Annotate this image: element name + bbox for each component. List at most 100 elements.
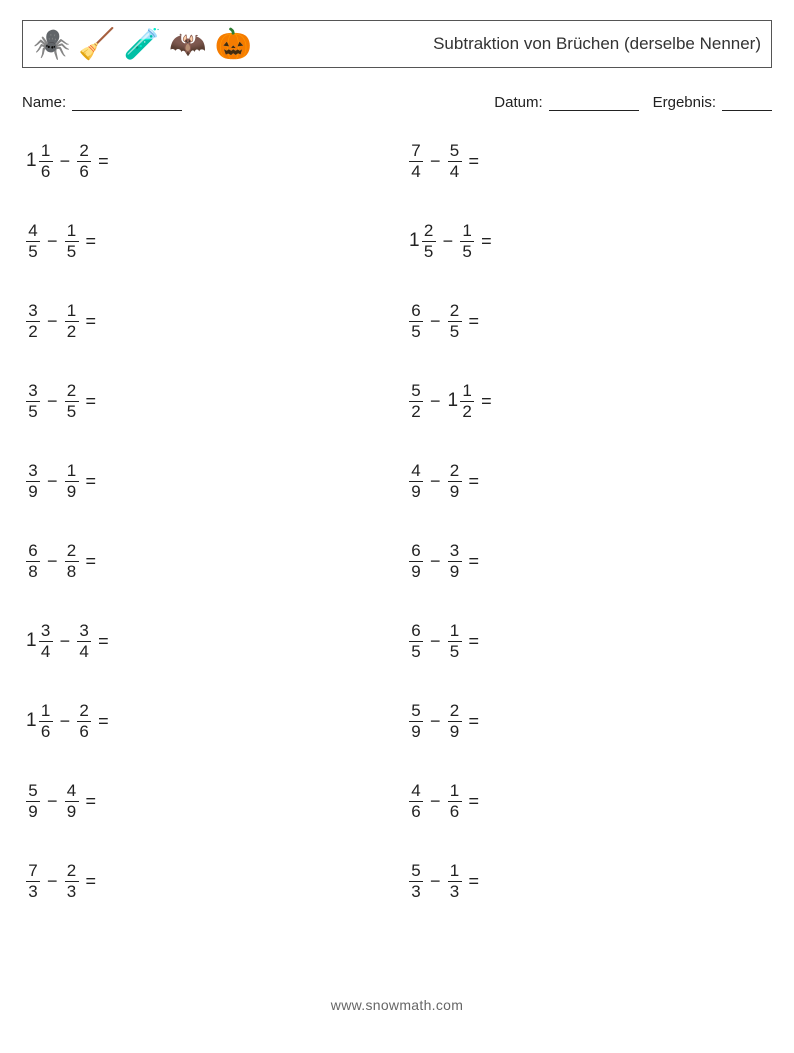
denominator: 9 [410, 723, 421, 741]
numerator: 6 [410, 542, 421, 560]
denominator: 9 [410, 563, 421, 581]
denominator: 6 [449, 803, 460, 821]
equals-sign: = [86, 791, 97, 812]
numerator: 1 [40, 142, 51, 160]
numerator: 5 [410, 702, 421, 720]
problem: 53−13= [409, 859, 772, 903]
page-title: Subtraktion von Brüchen (derselbe Nenner… [433, 34, 761, 54]
problem: 74−54= [409, 139, 772, 183]
problem: 59−29= [409, 699, 772, 743]
equals-sign: = [86, 471, 97, 492]
numerator: 5 [410, 382, 421, 400]
denominator: 5 [461, 243, 472, 261]
denominator: 2 [410, 403, 421, 421]
minus-operator: − [60, 711, 71, 732]
problem: 59−49= [26, 779, 389, 823]
fraction: 19 [65, 462, 79, 501]
result-field: Ergebnis: [653, 94, 772, 111]
numerator: 2 [66, 382, 77, 400]
fraction: 39 [26, 462, 40, 501]
problem: 125−15= [409, 219, 772, 263]
numerator: 2 [78, 142, 89, 160]
spider-icon: 🕷️ [33, 27, 70, 62]
problem: 65−15= [409, 619, 772, 663]
minus-operator: − [60, 151, 71, 172]
numerator: 2 [449, 702, 460, 720]
name-blank[interactable] [72, 96, 182, 111]
problem: 46−16= [409, 779, 772, 823]
denominator: 2 [461, 403, 472, 421]
result-blank[interactable] [722, 96, 772, 111]
fraction: 54 [448, 142, 462, 181]
fraction: 23 [65, 862, 79, 901]
equals-sign: = [469, 151, 480, 172]
minus-operator: − [430, 711, 441, 732]
problem: 35−25= [26, 379, 389, 423]
equals-sign: = [86, 871, 97, 892]
equals-sign: = [469, 871, 480, 892]
minus-operator: − [47, 231, 58, 252]
minus-operator: − [430, 311, 441, 332]
numerator: 6 [410, 302, 421, 320]
fraction: 35 [26, 382, 40, 421]
denominator: 3 [27, 883, 38, 901]
fraction: 16 [448, 782, 462, 821]
fraction: 16 [39, 702, 53, 741]
problem: 116−26= [26, 699, 389, 743]
fraction: 65 [409, 302, 423, 341]
denominator: 8 [66, 563, 77, 581]
denominator: 5 [410, 323, 421, 341]
whole-number: 1 [26, 150, 37, 172]
equals-sign: = [481, 231, 492, 252]
denominator: 9 [66, 483, 77, 501]
denominator: 5 [423, 243, 434, 261]
equals-sign: = [469, 711, 480, 732]
pumpkin-icon: 🎃 [214, 27, 251, 62]
minus-operator: − [47, 471, 58, 492]
date-blank[interactable] [549, 96, 639, 111]
fraction: 25 [422, 222, 436, 261]
numerator: 7 [27, 862, 38, 880]
numerator: 1 [449, 862, 460, 880]
fraction: 39 [448, 542, 462, 581]
denominator: 5 [66, 403, 77, 421]
fraction: 32 [26, 302, 40, 341]
numerator: 3 [78, 622, 89, 640]
minus-operator: − [430, 551, 441, 572]
equals-sign: = [469, 311, 480, 332]
fraction: 69 [409, 542, 423, 581]
numerator: 5 [449, 142, 460, 160]
numerator: 2 [449, 462, 460, 480]
fraction: 15 [65, 222, 79, 261]
minus-operator: − [430, 791, 441, 812]
equals-sign: = [481, 391, 492, 412]
numerator: 4 [410, 782, 421, 800]
minus-operator: − [47, 551, 58, 572]
date-field: Datum: [494, 94, 638, 111]
numerator: 3 [27, 302, 38, 320]
result-label: Ergebnis: [653, 94, 716, 111]
minus-operator: − [430, 151, 441, 172]
fraction: 29 [448, 462, 462, 501]
fraction: 12 [65, 302, 79, 341]
bat-icon: 🦇 [169, 27, 206, 62]
fraction: 13 [448, 862, 462, 901]
fraction: 73 [26, 862, 40, 901]
header: 🕷️ 🧹 🧪 🦇 🎃 Subtraktion von Brüchen (ders… [22, 20, 772, 68]
fraction: 34 [39, 622, 53, 661]
denominator: 3 [66, 883, 77, 901]
broom-icon: 🧹 [78, 27, 115, 62]
problem: 116−26= [26, 139, 389, 183]
denominator: 9 [27, 803, 38, 821]
fraction: 53 [409, 862, 423, 901]
equals-sign: = [469, 631, 480, 652]
numerator: 2 [449, 302, 460, 320]
denominator: 3 [410, 883, 421, 901]
denominator: 2 [27, 323, 38, 341]
date-label: Datum: [494, 94, 542, 111]
denominator: 9 [449, 563, 460, 581]
problem: 69−39= [409, 539, 772, 583]
equals-sign: = [98, 631, 109, 652]
worksheet-page: 🕷️ 🧹 🧪 🦇 🎃 Subtraktion von Brüchen (ders… [0, 0, 794, 1053]
numerator: 2 [66, 542, 77, 560]
